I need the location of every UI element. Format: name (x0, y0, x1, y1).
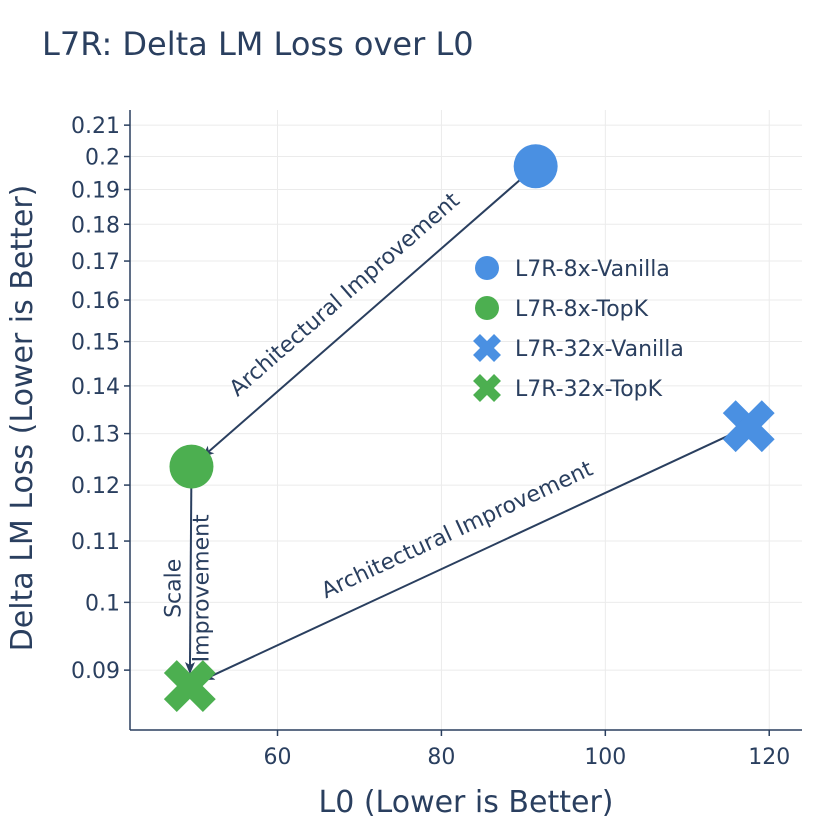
y-tick-label: 0.12 (71, 474, 120, 499)
legend-label: L7R-32x-Vanilla (515, 337, 684, 362)
y-axis-title: Delta LM Loss (Lower is Better) (5, 185, 40, 652)
marker-l7r-32x-vanilla (722, 400, 775, 453)
y-tick-label: 0.21 (71, 114, 120, 139)
annotation-label: Scale Improvement (162, 514, 215, 662)
legend-symbol (475, 256, 499, 280)
legend-symbol (473, 334, 501, 362)
legend-symbol (475, 296, 499, 320)
annotation-arrow (202, 432, 735, 681)
x-tick-label: 100 (584, 745, 626, 770)
annotation-label: Architectural Improvement (225, 188, 465, 402)
legend-label: L7R-8x-Vanilla (515, 257, 670, 282)
legend-item: L7R-32x-Vanilla (473, 334, 684, 362)
legend-item: L7R-32x-TopK (473, 374, 663, 402)
y-tick-label: 0.09 (71, 659, 120, 684)
legend-item: L7R-8x-Vanilla (475, 256, 670, 282)
legend-label: L7R-32x-TopK (515, 377, 663, 402)
y-tick-label: 0.1 (85, 591, 120, 616)
tick-labels: 60 80 100 120 0.09 0.1 0.11 0.12 0.13 0.14 0.15 0.1… (71, 114, 790, 770)
x-tick-label: 80 (427, 745, 455, 770)
legend-symbol (473, 374, 501, 402)
x-tick-label: 60 (264, 745, 292, 770)
chart-title: L7R: Delta LM Loss over L0 (42, 25, 474, 63)
data-points (163, 144, 775, 712)
legend: L7R-8x-Vanilla L7R-8x-TopK L7R-32x-Vanilla… (473, 256, 684, 402)
annotation-arrow (185, 480, 196, 675)
marker-l7r-32x-topk (163, 660, 216, 712)
y-tick-label: 0.18 (71, 213, 120, 238)
y-tick-label: 0.15 (71, 331, 120, 356)
y-tick-label: 0.2 (85, 146, 120, 171)
grid (130, 110, 802, 730)
annotation-arrow (202, 176, 525, 458)
annotation-label: Architectural Improvement (318, 456, 597, 604)
y-tick-label: 0.16 (71, 289, 120, 314)
y-tick-label: 0.14 (71, 375, 120, 400)
marker-l7r-8x-topk (169, 444, 214, 489)
x-tick-label: 120 (748, 745, 790, 770)
axes (124, 110, 802, 736)
annotations: Architectural Improvement Architectural I… (162, 176, 735, 681)
y-tick-label: 0.13 (71, 423, 120, 448)
y-tick-label: 0.19 (71, 179, 120, 204)
y-tick-label: 0.17 (71, 250, 120, 275)
legend-item: L7R-8x-TopK (475, 296, 649, 322)
x-axis-title: L0 (Lower is Better) (318, 785, 613, 820)
legend-label: L7R-8x-TopK (515, 297, 649, 322)
marker-l7r-8x-vanilla (513, 144, 558, 189)
y-tick-label: 0.11 (71, 530, 120, 555)
